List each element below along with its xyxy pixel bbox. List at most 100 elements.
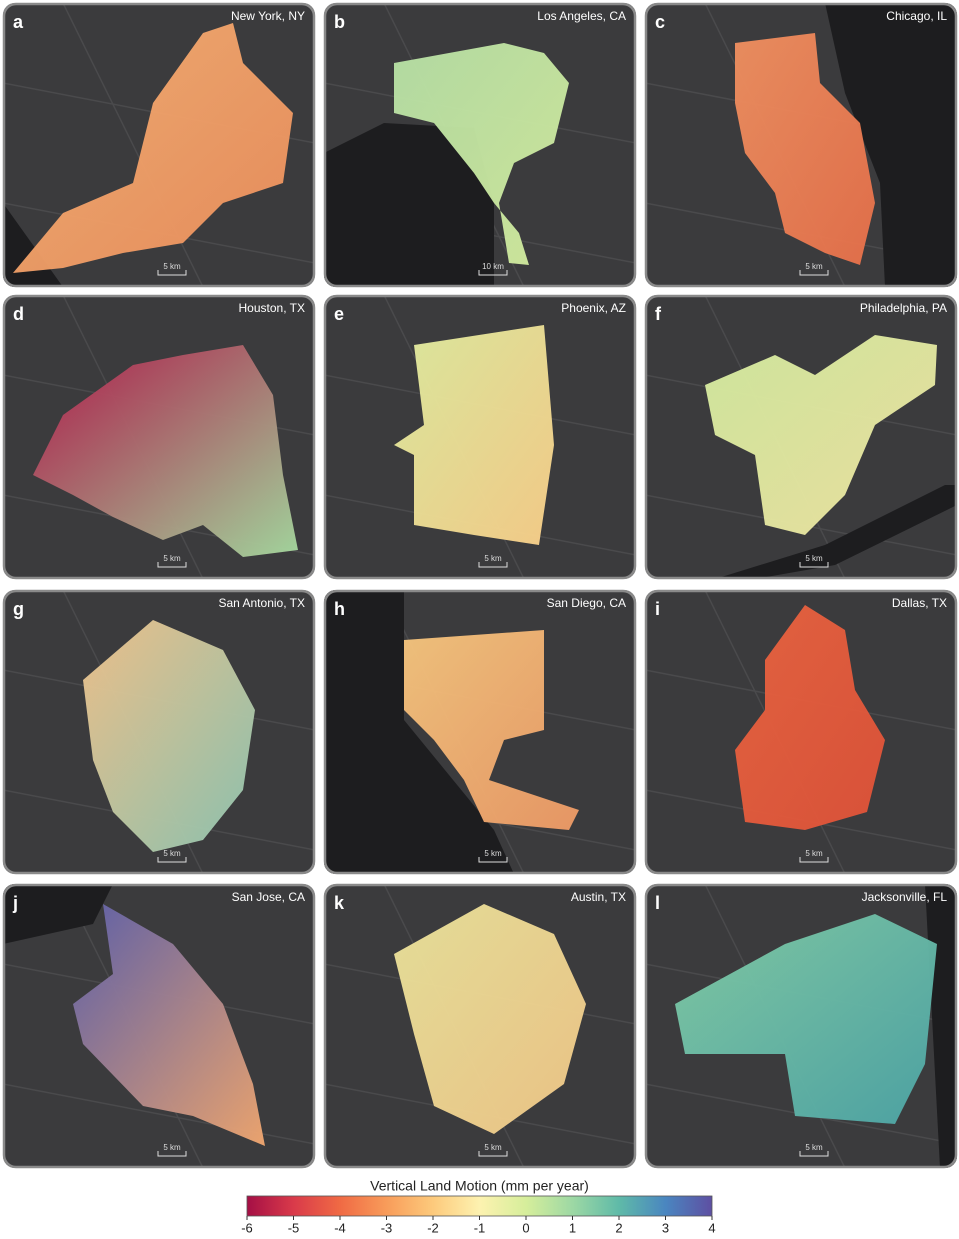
scale-bar bbox=[157, 562, 187, 568]
city-name: Philadelphia, PA bbox=[860, 301, 947, 315]
city-name: New York, NY bbox=[231, 9, 305, 23]
colorbar-tick-label: -5 bbox=[288, 1220, 300, 1234]
city-footprint bbox=[705, 335, 937, 535]
city-name: San Antonio, TX bbox=[218, 596, 305, 610]
panel-letter: j bbox=[12, 893, 18, 913]
panel-letter: b bbox=[334, 12, 345, 32]
panel-letter: k bbox=[334, 893, 345, 913]
city-footprint bbox=[675, 914, 937, 1124]
city-footprint bbox=[394, 904, 586, 1134]
map-panel: e Phoenix, AZ 5 km bbox=[323, 294, 637, 580]
city-name: Jacksonville, FL bbox=[862, 890, 948, 904]
city-footprint bbox=[394, 43, 569, 265]
panel-border bbox=[644, 294, 958, 580]
scale-label: 5 km bbox=[163, 262, 181, 271]
map-area bbox=[3, 295, 315, 579]
panel-border bbox=[644, 2, 958, 288]
map-panel: d Houston, TX 5 km bbox=[2, 294, 316, 580]
scale-bar bbox=[799, 1151, 829, 1157]
map-panel: i Dallas, TX 5 km bbox=[644, 589, 958, 875]
panel-letter: h bbox=[334, 599, 345, 619]
panel-letter: c bbox=[655, 12, 665, 32]
scale-bar bbox=[157, 1151, 187, 1157]
panel-border bbox=[323, 2, 637, 288]
scale-label: 5 km bbox=[484, 849, 502, 858]
city-footprint bbox=[735, 33, 875, 265]
scale-label: 5 km bbox=[484, 554, 502, 563]
panel-border bbox=[2, 2, 316, 288]
water bbox=[715, 485, 957, 579]
scale-label: 5 km bbox=[805, 554, 823, 563]
water bbox=[324, 590, 514, 874]
colorbar bbox=[246, 1195, 713, 1217]
panel-letter: i bbox=[655, 599, 660, 619]
colorbar-tick-label: 2 bbox=[615, 1220, 622, 1234]
scale-label: 10 km bbox=[482, 262, 504, 271]
map-area bbox=[324, 884, 636, 1168]
colorbar-tick-label: 4 bbox=[708, 1220, 715, 1234]
colorbar-tick-label: -4 bbox=[334, 1220, 346, 1234]
scale-label: 5 km bbox=[805, 262, 823, 271]
city-footprint bbox=[33, 345, 298, 557]
scale-bar bbox=[478, 270, 508, 276]
scale-label: 5 km bbox=[163, 849, 181, 858]
city-footprint bbox=[394, 325, 554, 545]
colorbar-tick-label: -3 bbox=[381, 1220, 393, 1234]
panel-border bbox=[323, 294, 637, 580]
scale-label: 5 km bbox=[805, 849, 823, 858]
panel-letter: a bbox=[13, 12, 24, 32]
city-name: Chicago, IL bbox=[886, 9, 947, 23]
city-footprint bbox=[83, 620, 255, 852]
scale-label: 5 km bbox=[163, 554, 181, 563]
colorbar-tick-label: -2 bbox=[427, 1220, 439, 1234]
map-panel: b Los Angeles, CA 10 km bbox=[323, 2, 637, 288]
map-panel: h San Diego, CA 5 km bbox=[323, 589, 637, 875]
colorbar-tick-label: -1 bbox=[474, 1220, 486, 1234]
colorbar-tick-label: 1 bbox=[569, 1220, 576, 1234]
road bbox=[3, 1083, 315, 1145]
map-panel: g San Antonio, TX 5 km bbox=[2, 589, 316, 875]
map-panel: j San Jose, CA 5 km bbox=[2, 883, 316, 1169]
scale-bar bbox=[799, 562, 829, 568]
water bbox=[825, 3, 957, 287]
colorbar-title: Vertical Land Motion (mm per year) bbox=[370, 1178, 589, 1194]
panel-letter: l bbox=[655, 893, 660, 913]
panel-border bbox=[2, 294, 316, 580]
city-footprint bbox=[404, 630, 579, 830]
map-panel: a New York, NY 5 km bbox=[2, 2, 316, 288]
water bbox=[3, 884, 113, 944]
city-name: Austin, TX bbox=[571, 890, 626, 904]
map-area bbox=[324, 295, 636, 579]
map-panel: l Jacksonville, FL 5 km bbox=[644, 883, 958, 1169]
scale-bar bbox=[478, 857, 508, 863]
colorbar-tick-label: 3 bbox=[662, 1220, 669, 1234]
city-name: Dallas, TX bbox=[892, 596, 947, 610]
scale-bar bbox=[478, 1151, 508, 1157]
map-area bbox=[645, 884, 957, 1168]
map-area bbox=[3, 3, 315, 287]
colorbar-tick-label: -6 bbox=[241, 1220, 253, 1234]
city-footprint bbox=[13, 23, 293, 273]
scale-bar bbox=[157, 270, 187, 276]
panel-letter: f bbox=[655, 304, 662, 324]
city-name: Phoenix, AZ bbox=[561, 301, 626, 315]
map-area bbox=[645, 295, 957, 579]
scale-bar bbox=[799, 270, 829, 276]
panel-border bbox=[644, 883, 958, 1169]
panel-border bbox=[2, 589, 316, 875]
city-footprint bbox=[735, 605, 885, 830]
panel-letter: d bbox=[13, 304, 24, 324]
scale-label: 5 km bbox=[163, 1143, 181, 1152]
city-name: San Jose, CA bbox=[232, 890, 305, 904]
panel-border bbox=[323, 883, 637, 1169]
city-footprint bbox=[73, 904, 265, 1146]
scale-bar bbox=[799, 857, 829, 863]
panel-border bbox=[644, 589, 958, 875]
map-panel: f Philadelphia, PA 5 km bbox=[644, 294, 958, 580]
city-name: Houston, TX bbox=[239, 301, 305, 315]
map-panel: c Chicago, IL 5 km bbox=[644, 2, 958, 288]
map-area bbox=[324, 590, 636, 874]
scale-label: 5 km bbox=[484, 1143, 502, 1152]
panel-letter: e bbox=[334, 304, 344, 324]
